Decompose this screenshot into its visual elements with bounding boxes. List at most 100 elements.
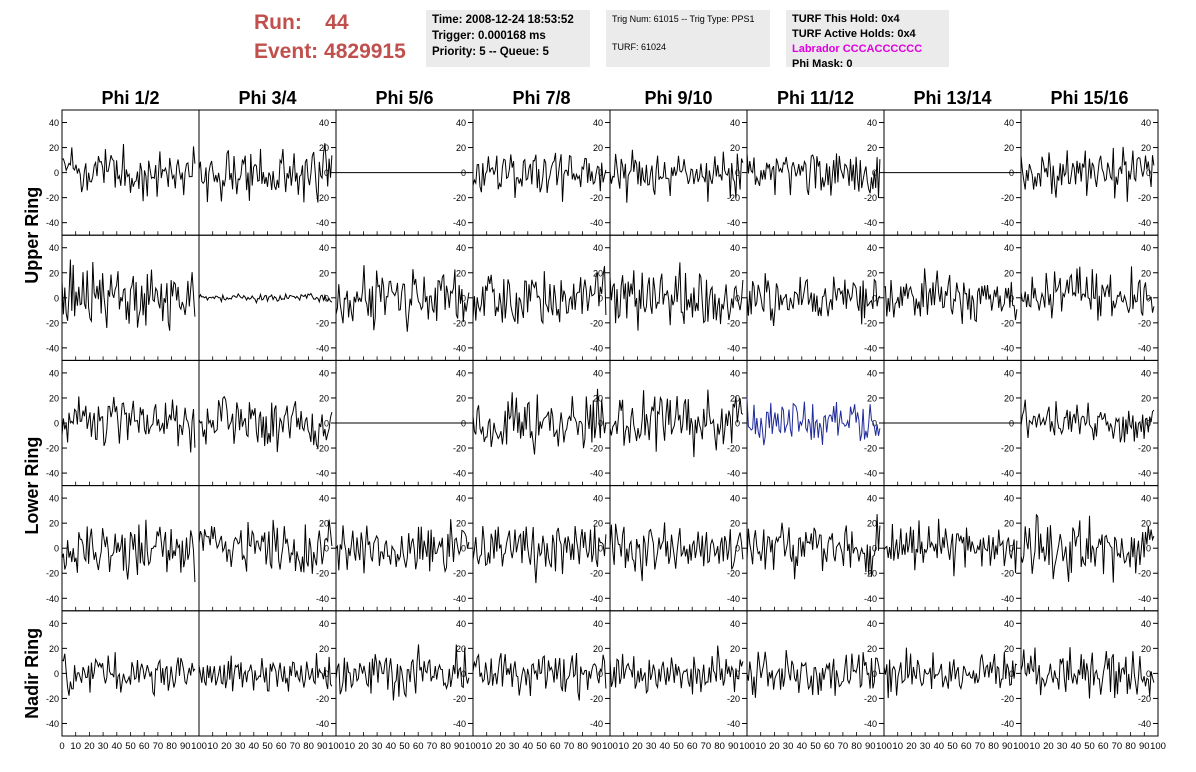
- x-tick-label: 90: [317, 741, 328, 752]
- turf-info-box: TURF This Hold: 0x4 TURF Active Holds: 0…: [786, 10, 949, 70]
- x-tick-label: 50: [125, 741, 136, 752]
- x-tick-label: 70: [1112, 741, 1123, 752]
- y-tick-label: 0: [1146, 669, 1151, 679]
- x-tick-label: 50: [810, 741, 821, 752]
- y-tick-label: -40: [1138, 594, 1151, 604]
- x-tick-label: 50: [262, 741, 273, 752]
- waveform-trace: [472, 525, 607, 584]
- y-tick-label: 40: [867, 368, 877, 378]
- x-tick-label: 90: [1139, 741, 1150, 752]
- y-tick-label: -20: [1001, 318, 1014, 328]
- y-tick-label: 0: [735, 669, 740, 679]
- x-tick-label: 50: [399, 741, 410, 752]
- y-tick-label: -20: [864, 193, 877, 203]
- y-tick-label: 40: [730, 619, 740, 629]
- y-tick-label: 40: [456, 494, 466, 504]
- x-tick-label: 10: [70, 741, 81, 752]
- y-tick-label: 40: [49, 243, 59, 253]
- y-tick-label: 40: [1141, 118, 1151, 128]
- y-tick-label: 20: [49, 644, 59, 654]
- y-tick-label: 20: [49, 519, 59, 529]
- y-tick-label: 20: [730, 143, 740, 153]
- x-tick-label: 100: [191, 741, 207, 752]
- y-tick-label: -20: [1138, 444, 1151, 454]
- y-tick-label: -40: [727, 343, 740, 353]
- y-tick-label: -20: [1138, 569, 1151, 579]
- x-tick-label: 40: [797, 741, 808, 752]
- y-tick-label: -40: [453, 218, 466, 228]
- y-tick-label: 0: [1146, 168, 1151, 178]
- x-tick-label: 30: [372, 741, 383, 752]
- y-tick-label: 0: [598, 168, 603, 178]
- y-tick-label: -40: [1138, 218, 1151, 228]
- y-tick-label: 40: [1141, 243, 1151, 253]
- y-tick-label: -40: [316, 343, 329, 353]
- x-tick-label: 60: [550, 741, 561, 752]
- column-header: Phi 7/8: [512, 88, 570, 108]
- y-tick-label: -40: [590, 594, 603, 604]
- waveform-trace: [472, 152, 607, 202]
- event-value: 4829915: [324, 40, 406, 63]
- y-tick-label: -20: [1001, 444, 1014, 454]
- y-tick-label: -20: [453, 193, 466, 203]
- x-tick-label: 90: [728, 741, 739, 752]
- y-tick-label: 40: [730, 494, 740, 504]
- y-tick-label: -20: [46, 694, 59, 704]
- x-tick-label: 70: [290, 741, 301, 752]
- x-tick-label: 70: [838, 741, 849, 752]
- y-tick-label: 40: [319, 494, 329, 504]
- column-header: Phi 9/10: [644, 88, 712, 108]
- x-tick-label: 100: [1013, 741, 1029, 752]
- y-tick-label: -20: [727, 444, 740, 454]
- x-tick-label: 10: [344, 741, 355, 752]
- waveform-trace: [335, 644, 470, 701]
- y-tick-label: 20: [1004, 268, 1014, 278]
- x-tick-label: 100: [876, 741, 892, 752]
- waveform-trace: [883, 268, 1018, 324]
- panel-frame: [1020, 610, 1159, 737]
- y-tick-label: 40: [456, 118, 466, 128]
- y-tick-label: -40: [727, 469, 740, 479]
- y-tick-label: 20: [49, 393, 59, 403]
- x-tick-label: 20: [84, 741, 95, 752]
- y-tick-label: 20: [456, 393, 466, 403]
- y-tick-label: 40: [319, 368, 329, 378]
- x-tick-label: 20: [1043, 741, 1054, 752]
- y-tick-label: -40: [316, 469, 329, 479]
- y-tick-label: 0: [54, 419, 59, 429]
- waveform-trace: [198, 653, 333, 692]
- x-tick-label: 70: [153, 741, 164, 752]
- y-tick-label: 0: [872, 293, 877, 303]
- x-tick-label: 40: [934, 741, 945, 752]
- y-tick-label: -20: [1001, 569, 1014, 579]
- y-tick-label: 40: [730, 118, 740, 128]
- waveform-trace: [335, 265, 470, 332]
- y-tick-label: -40: [864, 719, 877, 729]
- y-tick-label: 0: [872, 419, 877, 429]
- y-tick-label: 0: [324, 544, 329, 554]
- y-tick-label: 0: [735, 544, 740, 554]
- y-tick-label: 0: [1009, 293, 1014, 303]
- y-tick-label: 0: [54, 669, 59, 679]
- x-tick-label: 40: [523, 741, 534, 752]
- y-tick-label: 40: [593, 494, 603, 504]
- x-tick-label: 80: [851, 741, 862, 752]
- y-tick-label: -20: [1001, 193, 1014, 203]
- y-tick-label: -20: [590, 444, 603, 454]
- y-tick-label: -40: [1001, 719, 1014, 729]
- x-tick-label: 70: [975, 741, 986, 752]
- x-tick-label: 70: [564, 741, 575, 752]
- y-tick-label: -20: [1138, 318, 1151, 328]
- waveform-trace: [746, 649, 881, 698]
- x-tick-label: 60: [276, 741, 287, 752]
- y-tick-label: -20: [1001, 694, 1014, 704]
- y-tick-label: 40: [593, 368, 603, 378]
- y-tick-label: 0: [872, 544, 877, 554]
- waveform-trace: [198, 519, 333, 574]
- y-tick-label: -20: [316, 193, 329, 203]
- panel-frame: [746, 109, 885, 236]
- y-tick-label: 20: [867, 268, 877, 278]
- y-tick-label: 0: [735, 168, 740, 178]
- y-tick-label: -40: [316, 719, 329, 729]
